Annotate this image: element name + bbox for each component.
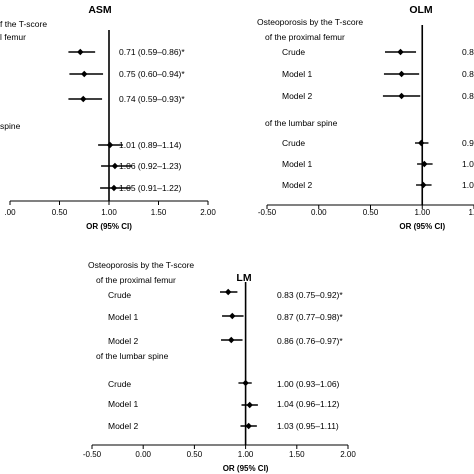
ci-value-label: 0.9 bbox=[462, 138, 474, 148]
row-label: Model 1 bbox=[282, 69, 313, 79]
point-estimate bbox=[397, 48, 404, 56]
group-header-label: f the T-score bbox=[0, 19, 47, 29]
ci-value-label: 0.74 (0.59–0.93)* bbox=[119, 94, 185, 104]
x-tick-label: 1.50 bbox=[151, 208, 167, 217]
ci-value-label: 1.0 bbox=[462, 180, 474, 190]
ci-value-label: 1.01 (0.89–1.14) bbox=[119, 140, 182, 150]
point-estimate bbox=[229, 312, 236, 320]
point-estimate bbox=[398, 92, 405, 100]
x-tick-label: .00 bbox=[4, 208, 16, 217]
x-tick-label: 0.00 bbox=[311, 208, 327, 217]
group-header-label: of the proximal femur bbox=[96, 275, 176, 285]
row-label: Model 2 bbox=[282, 91, 313, 101]
group-header-label: spine bbox=[0, 121, 21, 131]
x-tick-label: 0.00 bbox=[135, 450, 151, 459]
panel-title: LM bbox=[236, 272, 251, 284]
ci-value-label: 0.86 (0.76–0.97)* bbox=[277, 336, 343, 346]
group-header-label: Osteoporosis by the T-score bbox=[257, 17, 363, 27]
x-tick-label: 0.50 bbox=[52, 208, 68, 217]
ci-value-label: 0.83 (0.75–0.92)* bbox=[277, 290, 343, 300]
row-label: Crude bbox=[108, 379, 131, 389]
ci-value-label: 0.8 bbox=[462, 91, 474, 101]
point-estimate bbox=[421, 160, 428, 168]
point-estimate bbox=[246, 401, 253, 409]
forest-panel-olm: OLM -0.50 0.00 0.50 1.00 1.5 OR (95% CI) Osteop… bbox=[257, 4, 474, 231]
panel-title: OLM bbox=[409, 4, 433, 16]
group-header-label: of the proximal femur bbox=[265, 32, 345, 42]
point-estimate bbox=[418, 139, 425, 147]
row-label: Model 2 bbox=[108, 421, 139, 431]
ci-value-label: 1.03 (0.95–1.11) bbox=[277, 421, 339, 431]
row-label: Model 1 bbox=[108, 312, 139, 322]
x-tick-label: 1.00 bbox=[414, 208, 430, 217]
ci-value-label: 1.04 (0.96–1.12) bbox=[277, 399, 340, 409]
group-header-label: of the lumbar spine bbox=[265, 118, 338, 128]
x-axis-label: OR (95% CI) bbox=[223, 464, 269, 473]
point-estimate bbox=[245, 422, 252, 430]
point-estimate bbox=[111, 162, 119, 170]
ci-value-label: 0.8 bbox=[462, 47, 474, 57]
ci-value-label: 1.00 (0.93–1.06) bbox=[277, 379, 340, 389]
point-estimate bbox=[224, 288, 232, 296]
x-tick-label: 0.50 bbox=[187, 450, 203, 459]
x-tick-label: 2.00 bbox=[200, 208, 216, 217]
point-estimate bbox=[106, 141, 114, 149]
x-tick-label: 0.50 bbox=[363, 208, 379, 217]
ci-value-label: 0.87 (0.77–0.98)* bbox=[277, 312, 343, 322]
row-label: Crude bbox=[282, 138, 305, 148]
ci-value-label: 0.8 bbox=[462, 69, 474, 79]
x-tick-label: -0.50 bbox=[258, 208, 277, 217]
x-tick-label: -0.50 bbox=[83, 450, 102, 459]
row-label: Model 1 bbox=[108, 399, 139, 409]
x-axis-label: OR (95% CI) bbox=[399, 222, 445, 231]
row-label: Model 1 bbox=[282, 159, 313, 169]
forest-panel-asm: ASM .00 0.50 1.00 1.50 2.00 OR (95% CI) f the T… bbox=[0, 4, 216, 231]
point-estimate bbox=[81, 70, 88, 78]
row-label: Model 2 bbox=[108, 336, 139, 346]
row-label: Crude bbox=[282, 47, 305, 57]
point-estimate bbox=[420, 181, 427, 189]
point-estimate bbox=[110, 184, 118, 192]
group-header-label: of the lumbar spine bbox=[96, 351, 169, 361]
panel-title: ASM bbox=[88, 4, 112, 16]
point-estimate bbox=[242, 379, 249, 387]
ci-value-label: 1.0 bbox=[462, 159, 474, 169]
group-header-label: Osteoporosis by the T-score bbox=[88, 260, 194, 270]
group-header-label: l femur bbox=[0, 32, 26, 42]
point-estimate bbox=[80, 95, 87, 103]
ci-value-label: 0.75 (0.60–0.94)* bbox=[119, 69, 185, 79]
ci-value-label: 1.05 (0.91–1.22) bbox=[119, 183, 182, 193]
x-tick-label: 2.00 bbox=[340, 450, 356, 459]
x-axis-label: OR (95% CI) bbox=[86, 222, 132, 231]
x-tick-label: 1.00 bbox=[101, 208, 117, 217]
ci-value-label: 1.06 (0.92–1.23) bbox=[119, 161, 182, 171]
point-estimate bbox=[228, 336, 235, 344]
row-label: Model 2 bbox=[282, 180, 313, 190]
point-estimate bbox=[398, 70, 405, 78]
x-tick-label: 1.5 bbox=[468, 208, 474, 217]
forest-panel-lm: LM -0.50 0.00 0.50 1.00 1.50 2.00 OR (95% CI) Os… bbox=[83, 260, 356, 473]
x-tick-label: 1.50 bbox=[289, 450, 305, 459]
row-label: Crude bbox=[108, 290, 131, 300]
point-estimate bbox=[77, 48, 84, 56]
ci-value-label: 0.71 (0.59–0.86)* bbox=[119, 47, 185, 57]
x-tick-label: 1.00 bbox=[238, 450, 254, 459]
